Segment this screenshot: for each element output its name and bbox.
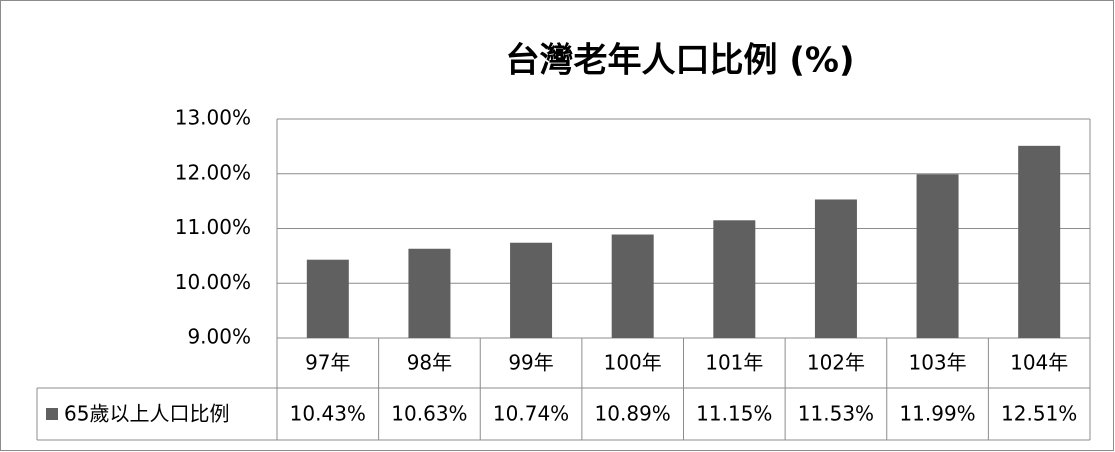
bar xyxy=(1018,145,1061,338)
bar xyxy=(713,220,756,338)
x-tick-label: 100年 xyxy=(604,351,662,375)
bar xyxy=(510,242,553,338)
y-tick-label: 10.00% xyxy=(175,270,251,294)
data-table-value: 10.89% xyxy=(595,402,671,426)
x-tick-label: 98年 xyxy=(407,351,452,375)
data-table-value: 12.51% xyxy=(1001,402,1077,426)
data-table-value: 10.63% xyxy=(391,402,467,426)
x-tick-label: 101年 xyxy=(705,351,763,375)
legend-label: 65歲以上人口比例 xyxy=(64,402,229,426)
data-table-value: 11.99% xyxy=(899,402,975,426)
data-table-value: 11.15% xyxy=(696,402,772,426)
x-tick-label: 103年 xyxy=(908,351,966,375)
bar xyxy=(611,234,654,338)
data-table-value: 10.74% xyxy=(493,402,569,426)
y-tick-label: 9.00% xyxy=(187,325,251,349)
bar xyxy=(306,259,349,338)
data-table-value: 11.53% xyxy=(798,402,874,426)
bar xyxy=(916,174,959,338)
bar xyxy=(814,199,857,338)
y-tick-label: 13.00% xyxy=(175,106,251,130)
x-tick-label: 104年 xyxy=(1010,351,1068,375)
x-tick-label: 97年 xyxy=(305,351,350,375)
y-tick-label: 11.00% xyxy=(175,215,251,239)
bar xyxy=(408,248,451,338)
data-table-value: 10.43% xyxy=(290,402,366,426)
chart-title: 台灣老年人口比例 (%) xyxy=(506,41,855,81)
y-tick-label: 12.00% xyxy=(175,160,251,184)
legend-key xyxy=(46,408,58,420)
x-tick-label: 102年 xyxy=(807,351,865,375)
x-tick-label: 99年 xyxy=(508,351,553,375)
